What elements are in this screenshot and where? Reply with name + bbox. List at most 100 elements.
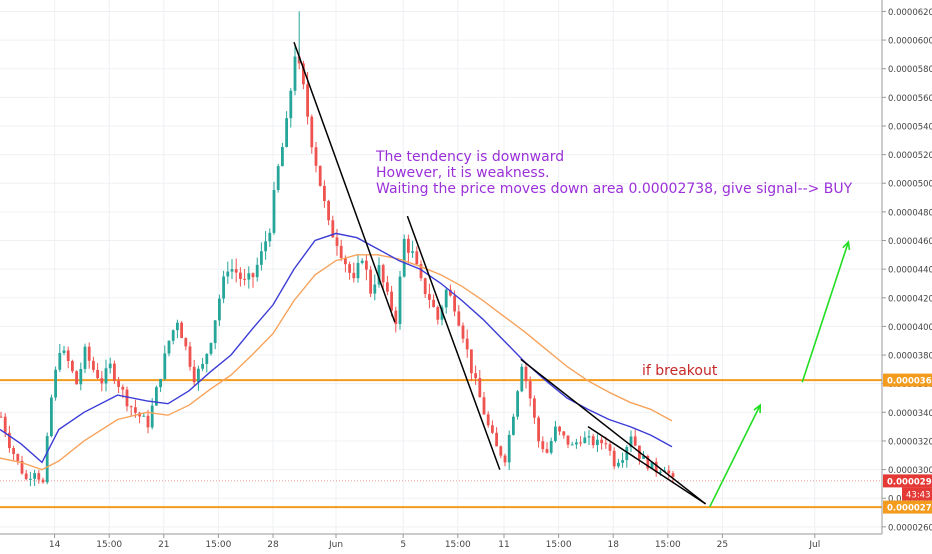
candle-body	[440, 307, 444, 320]
candle-body	[188, 346, 192, 367]
annotations-layer: The tendency is downward However, it is …	[375, 149, 853, 379]
candle-body	[499, 446, 503, 456]
candle-body	[142, 415, 146, 417]
candle-body	[344, 257, 347, 265]
candle-body	[213, 320, 217, 344]
candle-body	[654, 461, 658, 473]
candle-body	[180, 322, 183, 339]
candle-body	[377, 265, 381, 285]
candle-body	[339, 245, 343, 258]
candle-body	[41, 479, 45, 483]
candle-body	[29, 478, 32, 480]
candle-body	[381, 265, 385, 283]
candle-body	[554, 426, 557, 441]
candle-body	[600, 439, 603, 444]
candle-body	[562, 431, 566, 436]
trendline	[587, 426, 707, 505]
candle-body	[45, 436, 49, 483]
candle-body	[117, 380, 120, 387]
candle-body	[659, 471, 662, 473]
candle-body	[37, 473, 41, 480]
candle-body	[310, 116, 314, 148]
candle-body	[281, 147, 284, 167]
candle-body	[642, 455, 645, 459]
x-tick-label: 18	[607, 540, 619, 550]
candle-body	[419, 264, 423, 279]
ma-fast-line	[0, 232, 673, 464]
candle-body	[222, 276, 225, 299]
candle-body	[617, 462, 620, 467]
buy-arrow-line	[709, 404, 761, 508]
candle-body	[587, 436, 591, 438]
candle-body	[66, 350, 70, 361]
candle-body	[386, 282, 389, 292]
candle-body	[83, 346, 87, 369]
candle-body	[16, 453, 20, 461]
resistance-price-badge: 0.00003625	[887, 377, 932, 387]
candle-body	[159, 378, 162, 388]
trendline	[406, 215, 501, 470]
candle-body	[20, 460, 24, 474]
resistance-price-badge-bg	[883, 373, 932, 387]
candle-body	[8, 432, 11, 449]
candle-body	[163, 353, 167, 379]
candle-body	[671, 473, 675, 477]
x-tick-label: 5	[400, 540, 406, 550]
candle-body	[125, 389, 129, 407]
candle-body	[108, 363, 112, 369]
x-tick-label: 11	[498, 540, 509, 550]
candle-body	[302, 63, 305, 85]
buy-arrow-line	[801, 241, 850, 383]
candle-body	[323, 185, 326, 202]
candle-body	[608, 444, 612, 451]
candle-body	[201, 363, 204, 369]
candle-body	[533, 398, 536, 418]
candle-body	[243, 278, 246, 280]
candle-body	[197, 368, 200, 383]
candle-body	[503, 455, 507, 463]
plot-background	[0, 0, 882, 534]
candle-body	[289, 90, 293, 119]
current-price-badge-bg	[883, 474, 932, 488]
candle-body	[0, 416, 3, 418]
x-tick-label: Jul	[808, 540, 820, 550]
candle-body	[121, 386, 125, 390]
candle-body	[129, 406, 133, 408]
x-axis: 14 15:00 21 15:00 28 Jun 5 15:00 11 15:00 18 15:00 2…	[0, 533, 882, 550]
candle-body	[155, 387, 158, 406]
candle-body	[512, 416, 515, 435]
candle-body	[192, 366, 196, 383]
candle-body	[491, 425, 494, 433]
candle-body	[545, 449, 549, 453]
candle-body	[255, 264, 259, 278]
candle-body	[436, 307, 440, 320]
candle-body	[87, 346, 91, 361]
candle-body	[113, 363, 116, 381]
candle-body	[360, 260, 364, 263]
candle-body	[444, 289, 448, 308]
candle-body	[558, 426, 561, 432]
candle-body	[205, 353, 209, 364]
candle-body	[394, 310, 398, 325]
candle-body	[453, 295, 456, 312]
candle-body	[612, 450, 616, 467]
candle-body	[667, 470, 671, 474]
candle-body	[3, 416, 7, 433]
candle-body	[260, 251, 263, 265]
candle-body	[604, 443, 608, 445]
candle-body	[92, 360, 95, 370]
x-tick-label: 15:00	[96, 540, 122, 550]
candle-body	[566, 435, 570, 445]
candle-body	[293, 56, 297, 91]
candle-body	[365, 260, 368, 270]
candle-body	[398, 276, 402, 325]
candle-body	[58, 352, 62, 370]
candle-body	[226, 271, 230, 277]
